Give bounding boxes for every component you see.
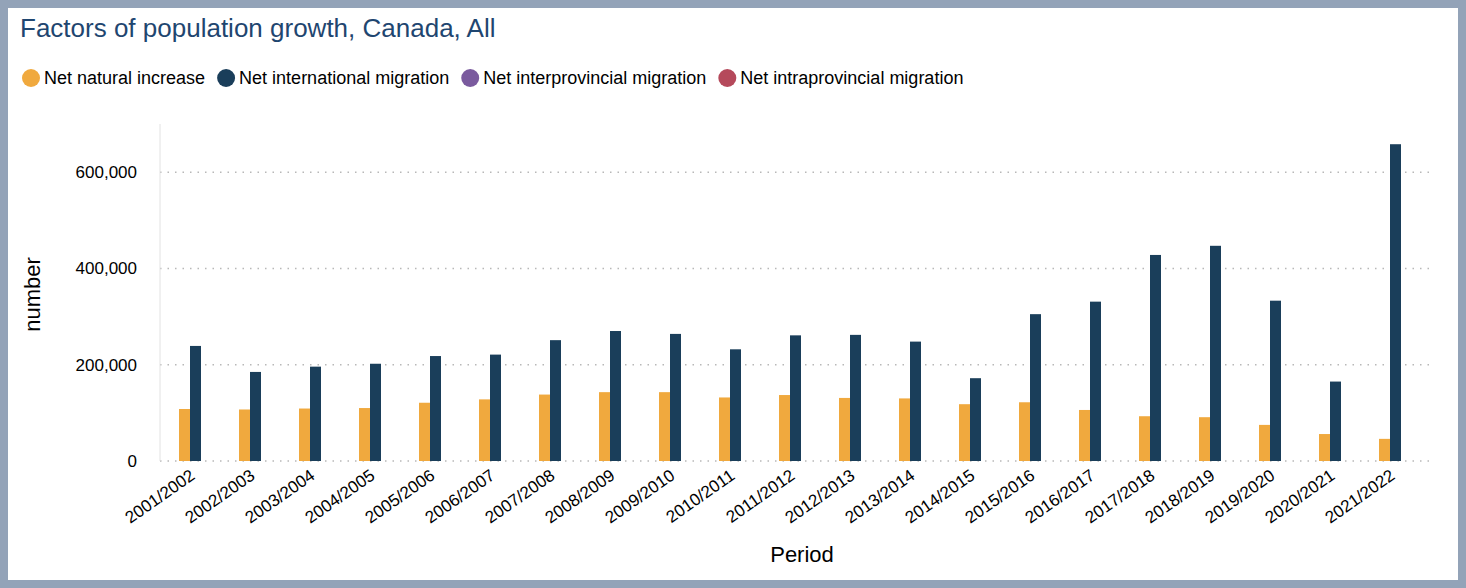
- bar: [659, 392, 670, 461]
- bar: [779, 395, 790, 461]
- bar: [970, 378, 981, 461]
- bar: [1210, 246, 1221, 461]
- y-tick-label: 400,000: [76, 259, 137, 278]
- y-tick-label: 0: [128, 452, 137, 471]
- legend-swatch: [22, 69, 40, 87]
- bar: [539, 395, 550, 461]
- bar: [419, 403, 430, 461]
- bar: [479, 399, 490, 461]
- legend-swatch: [461, 69, 479, 87]
- legend-entry: Net interprovincial migration: [461, 68, 706, 88]
- x-axis-title: Period: [770, 542, 834, 567]
- bar: [1330, 382, 1341, 461]
- legend-label: Net interprovincial migration: [483, 68, 706, 88]
- bar: [730, 349, 741, 461]
- legend-entry: Net intraprovincial migration: [718, 68, 963, 88]
- bar: [1150, 255, 1161, 461]
- bar: [250, 372, 261, 461]
- y-tick-label: 600,000: [76, 163, 137, 182]
- y-axis-title: number: [20, 257, 45, 332]
- bar: [899, 398, 910, 461]
- bar: [179, 409, 190, 461]
- bar: [239, 409, 250, 461]
- bar: [599, 392, 610, 461]
- bar: [359, 408, 370, 461]
- chart: Factors of population growth, Canada, Al…: [0, 0, 1466, 588]
- bar: [610, 331, 621, 461]
- title: Factors of population growth, Canada, Al…: [20, 13, 496, 43]
- bar: [1390, 144, 1401, 461]
- legend-entry: Net international migration: [217, 68, 449, 88]
- bar: [550, 340, 561, 461]
- bar: [719, 397, 730, 461]
- bar: [1319, 434, 1330, 461]
- bar: [850, 335, 861, 461]
- bar: [670, 334, 681, 461]
- bar: [370, 364, 381, 461]
- bar: [190, 346, 201, 461]
- legend-swatch: [217, 69, 235, 87]
- bar: [1259, 425, 1270, 461]
- bar: [839, 398, 850, 461]
- bar: [490, 355, 501, 461]
- bar: [1139, 416, 1150, 461]
- bar: [299, 409, 310, 461]
- y-axis-line: [160, 124, 161, 461]
- grid-line: [160, 171, 1430, 173]
- legend-entry: Net natural increase: [22, 68, 205, 88]
- bar: [959, 404, 970, 461]
- bar: [1019, 402, 1030, 461]
- bar: [1199, 417, 1210, 461]
- bar: [1270, 301, 1281, 461]
- bar: [1090, 302, 1101, 461]
- bar: [790, 335, 801, 461]
- grid-line: [160, 268, 1430, 270]
- bar: [430, 356, 441, 461]
- x-tick-label: 2021/2022: [1322, 466, 1399, 528]
- bar: [310, 367, 321, 461]
- bar: [910, 342, 921, 461]
- legend-label: Net natural increase: [44, 68, 205, 88]
- bar: [1079, 410, 1090, 461]
- bar: [1379, 439, 1390, 461]
- legend-label: Net intraprovincial migration: [740, 68, 963, 88]
- legend-swatch: [718, 69, 736, 87]
- y-tick-label: 200,000: [76, 356, 137, 375]
- legend-label: Net international migration: [239, 68, 449, 88]
- bar: [1030, 314, 1041, 461]
- bars: [179, 144, 1401, 461]
